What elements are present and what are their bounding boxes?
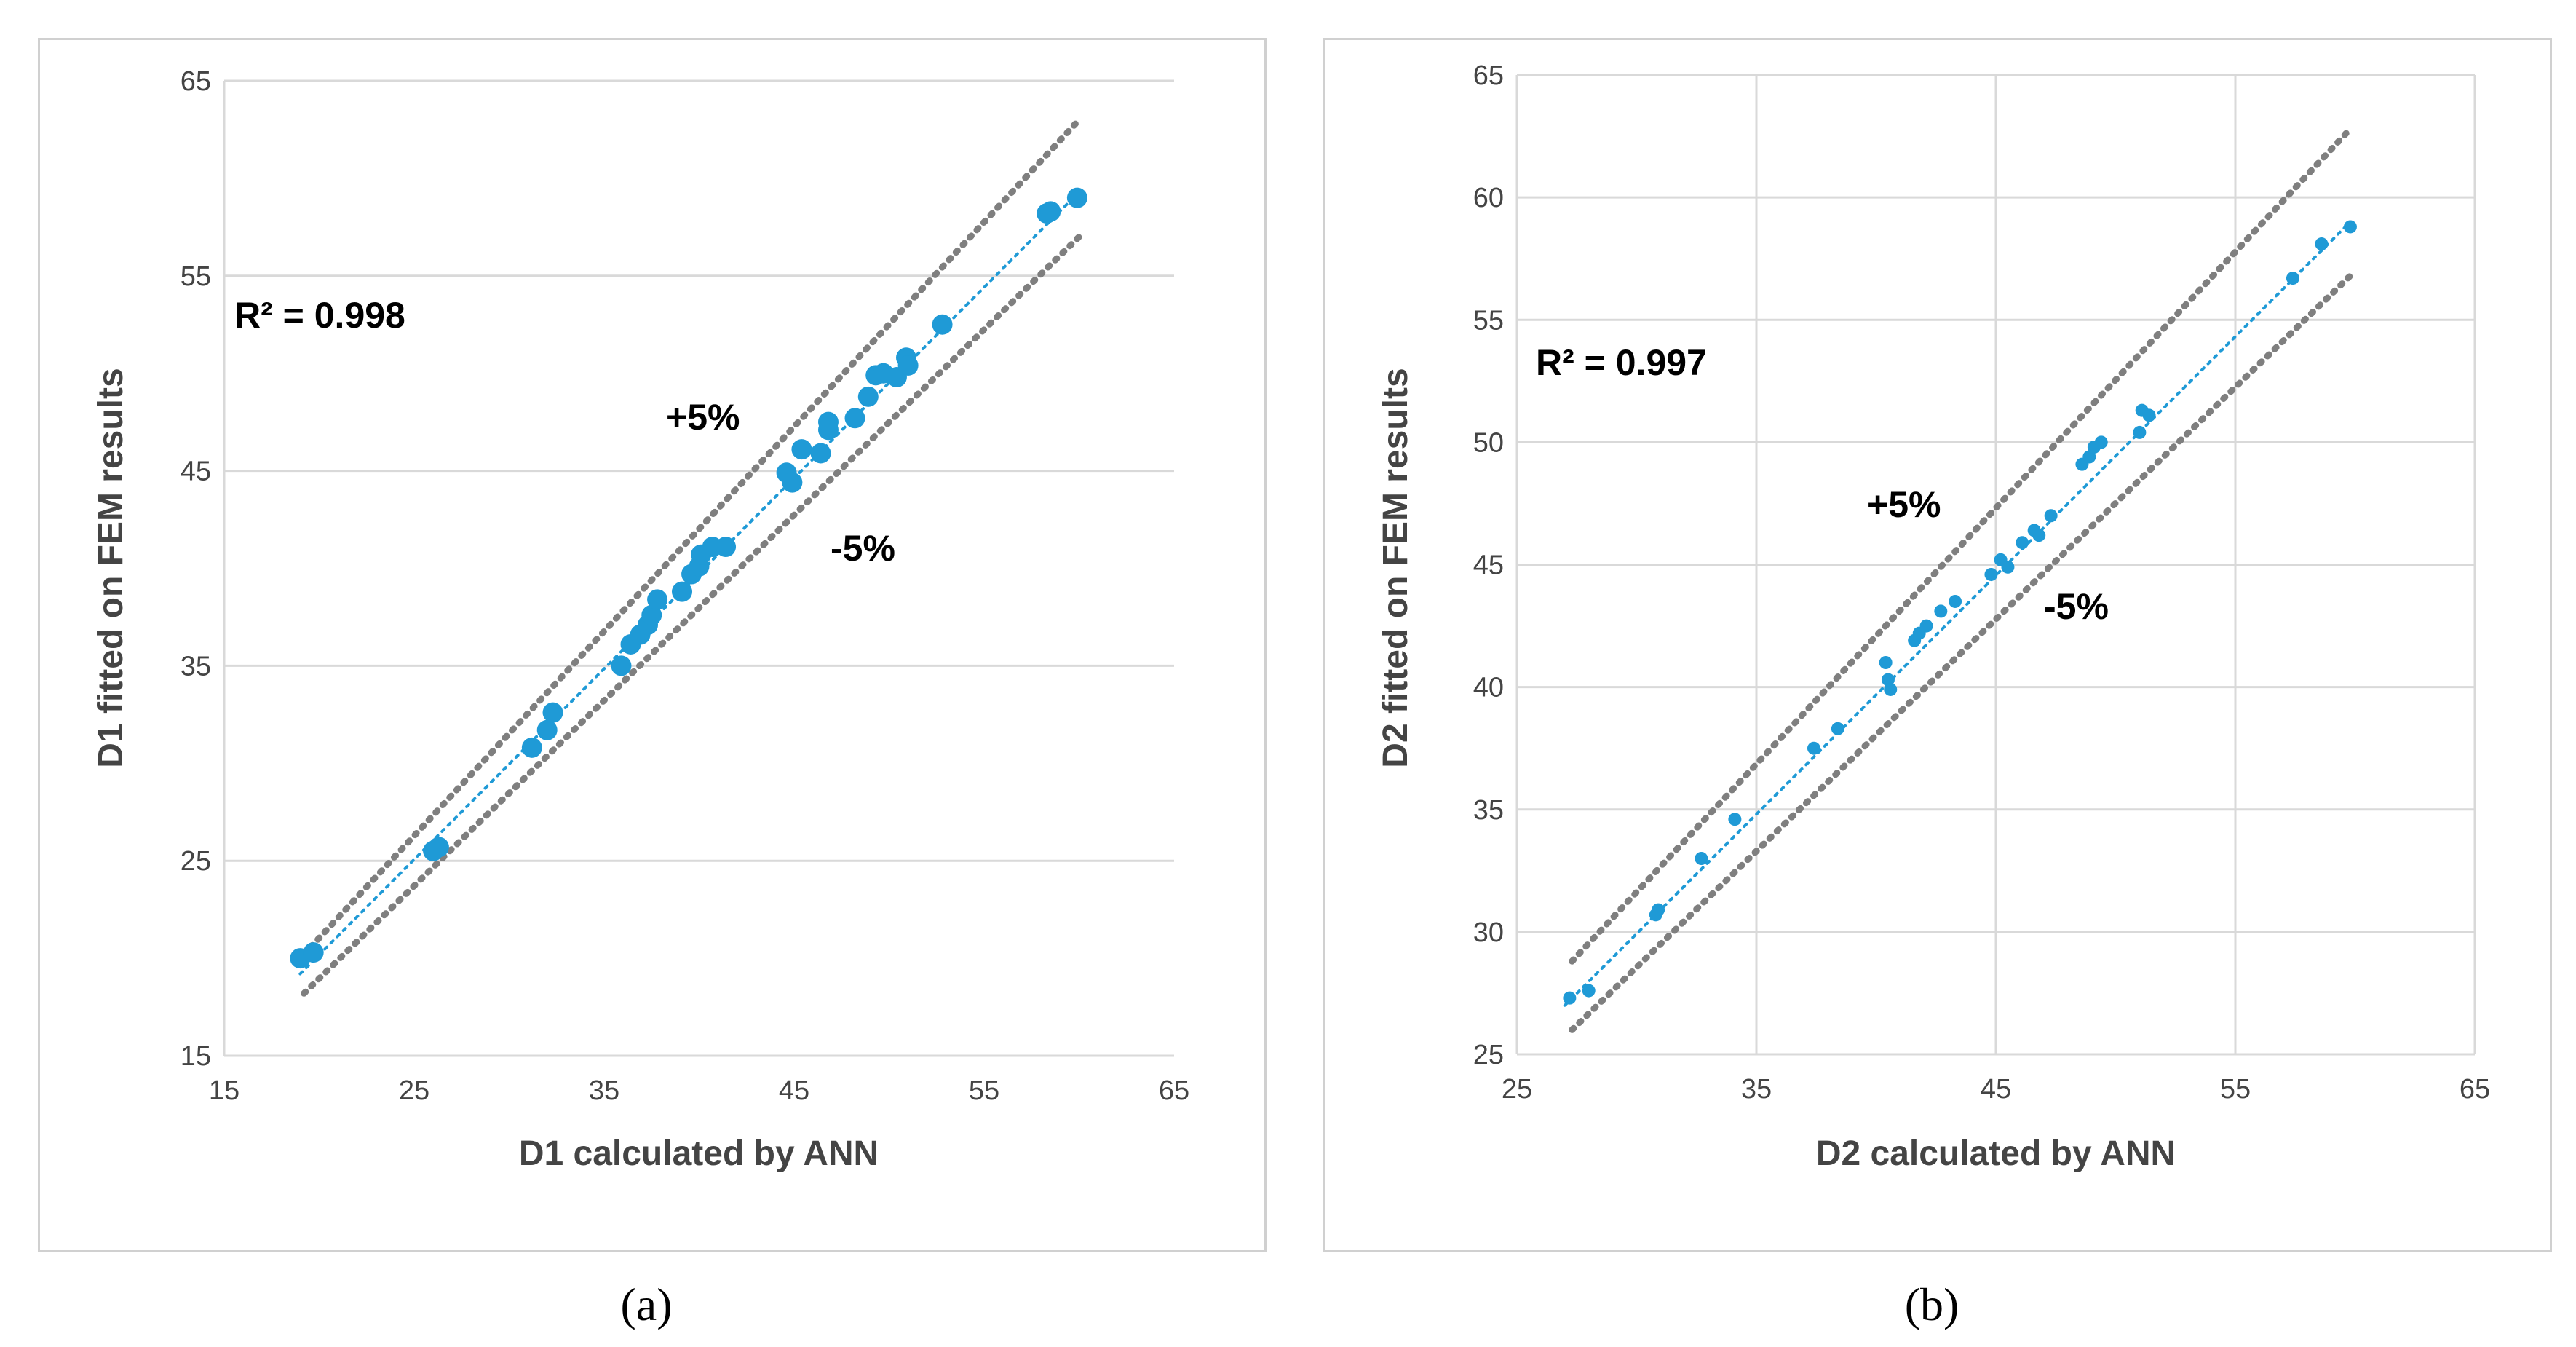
data-point — [2094, 435, 2108, 449]
data-point — [2286, 272, 2299, 285]
data-point — [1040, 201, 1061, 222]
data-point — [2315, 237, 2329, 251]
data-point — [2016, 536, 2029, 550]
x-tick-label: 45 — [779, 1075, 809, 1106]
x-axis-title: D1 calculated by ANN — [519, 1134, 879, 1173]
upper-bound-line — [1569, 125, 2354, 965]
data-point — [536, 719, 558, 740]
upper-bound-line — [301, 116, 1082, 958]
data-point — [641, 604, 662, 625]
x-tick-label: 65 — [2460, 1074, 2490, 1105]
data-point — [672, 581, 693, 602]
data-point — [611, 655, 632, 676]
data-point — [2032, 529, 2046, 542]
x-tick-label: 15 — [209, 1075, 239, 1106]
x-tick-label: 45 — [1981, 1074, 2011, 1105]
y-tick-label: 40 — [1473, 673, 1504, 703]
data-point — [782, 472, 803, 493]
data-point — [1066, 187, 1087, 208]
r-squared-label: R² = 0.997 — [1536, 342, 1707, 383]
data-point — [521, 737, 542, 758]
caption-a: (a) — [620, 1279, 673, 1330]
plus-5-percent-label: +5% — [1867, 484, 1941, 525]
y-tick-label: 65 — [1473, 60, 1504, 91]
data-point — [1807, 741, 1820, 755]
data-point — [1728, 813, 1742, 826]
data-point — [2082, 450, 2096, 464]
x-tick-label: 55 — [969, 1075, 999, 1106]
y-tick-label: 25 — [181, 846, 211, 877]
y-tick-label: 65 — [181, 66, 211, 97]
chart-panel-b — [1323, 38, 2552, 1252]
y-tick-label: 30 — [1473, 917, 1504, 948]
x-tick-label: 25 — [1502, 1074, 1532, 1105]
y-tick-label: 50 — [1473, 427, 1504, 458]
data-point — [897, 355, 919, 376]
data-point — [1919, 619, 1933, 633]
data-point — [1934, 604, 1948, 618]
x-tick-label: 25 — [399, 1075, 429, 1106]
data-point — [2001, 560, 2015, 574]
y-axis-title: D1 fitted on FEM results — [92, 368, 130, 767]
r-squared-label: R² = 0.998 — [234, 295, 405, 336]
data-point — [428, 837, 449, 858]
x-tick-label: 55 — [2220, 1074, 2251, 1105]
y-tick-label: 45 — [181, 457, 211, 487]
data-point — [1984, 567, 1998, 581]
chart-panel-a — [38, 38, 1267, 1252]
minus-5-percent-label: -5% — [831, 528, 895, 569]
data-point — [303, 942, 324, 963]
y-tick-label: 55 — [1473, 305, 1504, 336]
trendline — [1563, 220, 2352, 1007]
data-point — [1563, 991, 1577, 1005]
y-tick-label: 45 — [1473, 550, 1504, 581]
y-tick-label: 35 — [1473, 795, 1504, 826]
data-point — [1652, 903, 1665, 917]
y-tick-label: 60 — [1473, 183, 1504, 213]
minus-5-percent-label: -5% — [2044, 586, 2109, 627]
data-point — [2044, 509, 2058, 523]
data-point — [791, 439, 812, 460]
lower-bound-line — [301, 233, 1082, 997]
plus-5-percent-label: +5% — [666, 397, 740, 438]
y-axis-title: D2 fitted on FEM results — [1376, 368, 1415, 767]
data-point — [1695, 852, 1708, 865]
data-point — [1949, 594, 1962, 608]
data-point — [1831, 722, 1844, 735]
y-tick-label: 55 — [181, 261, 211, 292]
x-axis-title: D2 calculated by ANN — [1816, 1134, 2176, 1173]
y-tick-label: 35 — [181, 651, 211, 682]
data-point — [647, 589, 668, 610]
lower-bound-line — [1569, 272, 2354, 1033]
data-point — [932, 314, 953, 335]
caption-b: (b) — [1904, 1279, 1959, 1330]
data-point — [2142, 408, 2156, 422]
data-point — [1881, 673, 1895, 687]
data-point — [1884, 682, 1898, 696]
data-point — [542, 702, 563, 723]
data-point — [1879, 656, 1893, 669]
data-point — [857, 386, 879, 407]
y-tick-label: 15 — [181, 1041, 211, 1072]
x-tick-label: 35 — [589, 1075, 619, 1106]
data-point — [817, 411, 839, 432]
x-tick-label: 65 — [1159, 1075, 1189, 1106]
data-point — [844, 408, 865, 429]
data-point — [2343, 220, 2357, 234]
data-point — [1582, 984, 1596, 998]
data-point — [2133, 425, 2147, 439]
data-point — [716, 537, 737, 558]
y-tick-label: 25 — [1473, 1040, 1504, 1070]
data-point — [810, 443, 831, 464]
x-tick-label: 35 — [1741, 1074, 1772, 1105]
